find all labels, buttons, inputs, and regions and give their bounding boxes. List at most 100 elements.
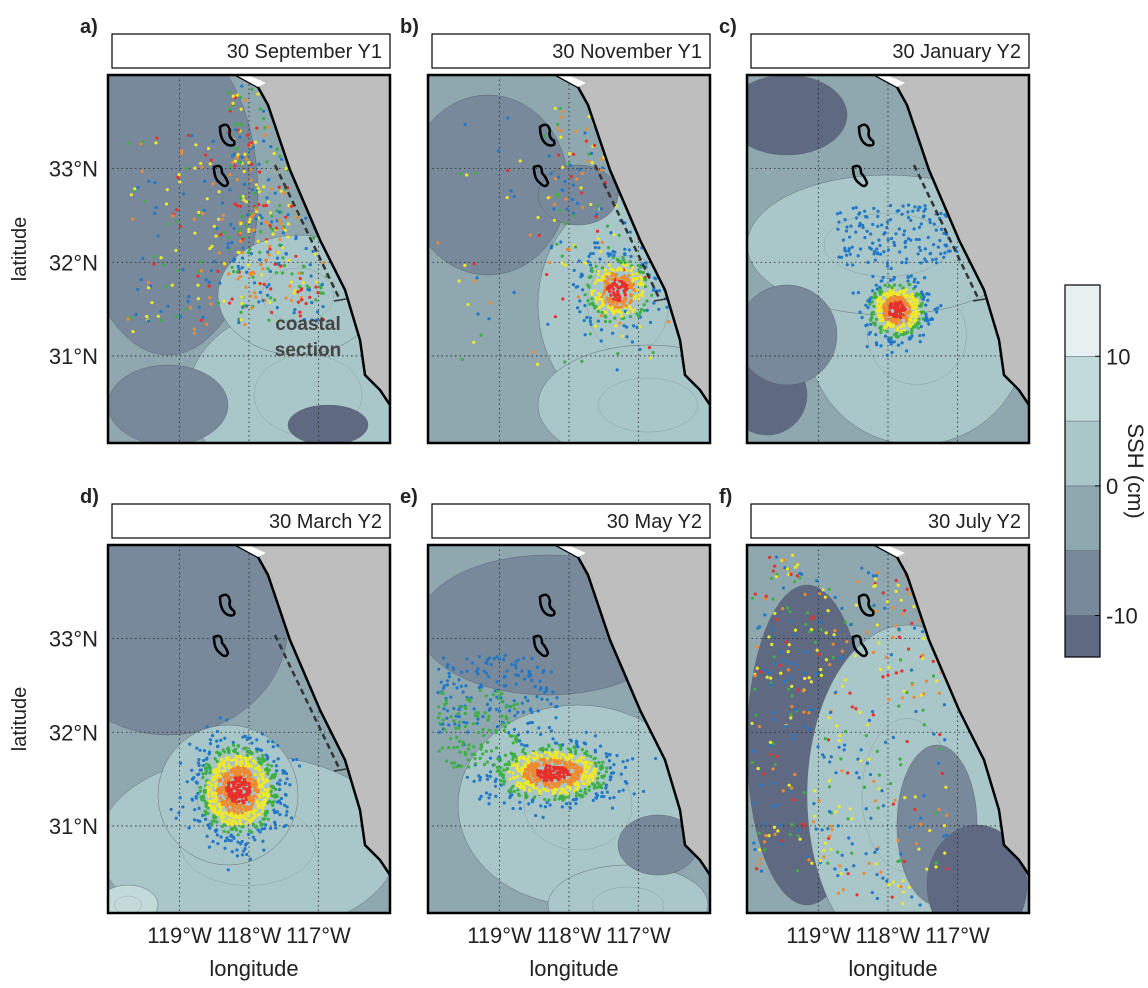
particle bbox=[892, 318, 896, 323]
ssh-contour bbox=[823, 213, 951, 277]
particle bbox=[604, 783, 609, 787]
particle bbox=[257, 202, 261, 207]
particle bbox=[897, 635, 902, 639]
particle bbox=[515, 783, 519, 788]
particle bbox=[883, 283, 887, 287]
particle bbox=[594, 215, 598, 219]
particle bbox=[269, 145, 273, 149]
particle bbox=[499, 766, 503, 770]
particle bbox=[872, 304, 876, 308]
particle bbox=[542, 757, 546, 761]
particle bbox=[244, 200, 248, 204]
particle bbox=[301, 281, 305, 285]
particle bbox=[812, 707, 816, 712]
x-tick-label: 118°W bbox=[856, 923, 921, 948]
particle bbox=[227, 751, 231, 755]
particle bbox=[283, 770, 287, 774]
particle bbox=[180, 151, 184, 155]
particle bbox=[899, 852, 903, 856]
particle bbox=[543, 690, 547, 694]
particle bbox=[854, 230, 858, 234]
particle bbox=[240, 799, 244, 803]
particle bbox=[894, 589, 898, 593]
particle bbox=[265, 809, 269, 813]
particle bbox=[932, 243, 936, 247]
particle bbox=[926, 298, 930, 302]
particle bbox=[568, 806, 573, 810]
particle bbox=[270, 310, 274, 314]
particle bbox=[631, 272, 635, 276]
particle bbox=[230, 850, 234, 854]
particle bbox=[218, 716, 223, 720]
particle bbox=[492, 656, 496, 661]
particle bbox=[459, 764, 464, 768]
particle bbox=[300, 271, 304, 275]
particle bbox=[553, 775, 557, 780]
particle bbox=[278, 204, 282, 208]
particle bbox=[559, 766, 563, 770]
map bbox=[428, 545, 710, 913]
particle bbox=[750, 760, 754, 765]
particle bbox=[640, 277, 644, 281]
particle bbox=[868, 302, 872, 306]
particle bbox=[870, 300, 874, 304]
particle bbox=[247, 795, 251, 799]
particle bbox=[942, 255, 946, 259]
particle bbox=[475, 721, 479, 725]
particle bbox=[259, 805, 263, 809]
particle bbox=[589, 151, 594, 155]
particle bbox=[463, 705, 467, 710]
particle bbox=[161, 263, 165, 267]
particle bbox=[913, 285, 917, 289]
particle bbox=[241, 194, 245, 199]
particle bbox=[594, 304, 598, 309]
particle bbox=[592, 143, 597, 147]
particle bbox=[771, 767, 775, 771]
particle bbox=[568, 802, 572, 806]
particle bbox=[880, 789, 884, 793]
particle bbox=[899, 324, 903, 329]
particle bbox=[457, 726, 461, 730]
particle bbox=[204, 801, 208, 806]
particle bbox=[604, 310, 608, 314]
particle bbox=[229, 827, 233, 832]
panel: 30 November Y1b) bbox=[400, 16, 712, 445]
particle bbox=[271, 803, 275, 808]
particle bbox=[237, 795, 241, 799]
x-tick-label: 118°W bbox=[217, 923, 282, 948]
particle bbox=[600, 790, 604, 795]
particle bbox=[894, 334, 898, 338]
particle bbox=[871, 241, 875, 245]
particle bbox=[321, 291, 325, 296]
particle bbox=[315, 280, 319, 284]
particle bbox=[899, 316, 903, 320]
particle bbox=[624, 287, 629, 291]
particle bbox=[824, 631, 828, 635]
particle bbox=[553, 797, 557, 802]
particle bbox=[272, 808, 276, 812]
particle bbox=[181, 268, 185, 272]
particle bbox=[457, 707, 461, 712]
particle bbox=[910, 330, 914, 334]
particle bbox=[591, 251, 595, 256]
particle bbox=[240, 825, 244, 829]
coastline bbox=[235, 75, 390, 406]
particle bbox=[479, 685, 484, 689]
particle bbox=[445, 701, 449, 705]
particle bbox=[495, 655, 499, 659]
particle bbox=[188, 742, 192, 746]
coastline bbox=[555, 75, 710, 406]
particle bbox=[537, 772, 541, 776]
particle bbox=[841, 684, 845, 688]
particle bbox=[885, 305, 889, 309]
particle bbox=[480, 744, 484, 749]
particle bbox=[842, 743, 847, 747]
particle bbox=[193, 231, 197, 235]
particle bbox=[907, 592, 911, 596]
particle bbox=[269, 789, 273, 794]
particle bbox=[270, 214, 274, 218]
coastline bbox=[555, 545, 710, 876]
particle bbox=[796, 688, 800, 692]
particle bbox=[554, 192, 558, 196]
